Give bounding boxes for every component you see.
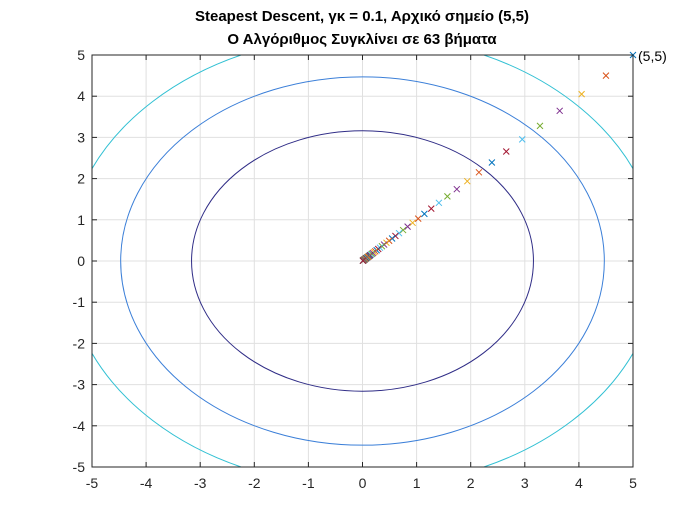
marker-stroke <box>427 205 435 212</box>
axis-ticks: -5 -4 -3 -2 -1 0 1 2 3 4 5 -5 -4 -3 -2 -1 0 1 2 3 4 5 <box>73 47 638 491</box>
x-tick-label: -1 <box>302 475 315 491</box>
marker-stroke <box>421 210 428 218</box>
marker-stroke <box>556 107 564 115</box>
x-tick-label: -5 <box>86 475 99 491</box>
iterate-marker <box>556 107 564 115</box>
marker-stroke <box>399 226 407 234</box>
x-tick-label: 0 <box>359 475 367 491</box>
marker-stroke <box>502 148 510 155</box>
chart-subtitle: Ο Αλγόριθμος Συγκλίνει σε 63 βήματα <box>227 31 497 48</box>
iterate-marker <box>453 185 461 193</box>
y-tick-label: 2 <box>77 171 85 187</box>
marker-stroke <box>536 122 544 130</box>
iterate-marker <box>475 168 483 176</box>
iterate-marker <box>359 257 367 265</box>
marker-stroke <box>435 199 443 207</box>
iterate-marker <box>399 226 407 234</box>
iterate-marker <box>463 177 471 185</box>
iterate-marker <box>444 193 451 200</box>
iterate-marker <box>602 72 610 79</box>
marker-stroke <box>602 72 610 79</box>
y-tick-label: -4 <box>73 418 86 434</box>
iterate-marker <box>435 199 443 207</box>
marker-stroke <box>359 257 367 265</box>
iterate-marker <box>578 90 585 98</box>
marker-stroke <box>414 215 422 222</box>
contour-line <box>191 130 534 392</box>
y-tick-label: 5 <box>77 47 85 63</box>
iterate-marker <box>427 205 435 212</box>
y-tick-label: -3 <box>73 377 86 393</box>
marker-stroke <box>488 159 496 166</box>
iterate-marker <box>395 229 403 237</box>
iterate-marker <box>536 122 544 130</box>
marker-stroke <box>578 90 585 98</box>
iterate-marker <box>502 148 510 155</box>
marker-stroke <box>518 136 526 143</box>
iterate-marker <box>404 223 411 230</box>
contour-line <box>120 76 605 446</box>
y-tick-label: -1 <box>73 294 86 310</box>
x-tick-label: -2 <box>248 475 261 491</box>
iterate-marker <box>392 232 399 240</box>
marker-stroke <box>409 219 416 227</box>
iterate-marker <box>421 210 428 218</box>
x-tick-label: 1 <box>413 475 421 491</box>
start-point-annotation: (5,5) <box>638 48 667 64</box>
y-tick-label: 4 <box>77 88 85 104</box>
x-tick-label: -3 <box>194 475 207 491</box>
x-tick-label: 3 <box>521 475 529 491</box>
iterate-markers <box>359 51 637 265</box>
marker-stroke <box>392 232 399 240</box>
y-tick-label: -5 <box>73 459 86 475</box>
iterate-marker <box>488 159 496 166</box>
y-tick-label: 3 <box>77 129 85 145</box>
y-tick-label: -2 <box>73 335 86 351</box>
marker-stroke <box>395 229 403 237</box>
x-tick-label: 5 <box>629 475 637 491</box>
marker-stroke <box>444 193 451 200</box>
iterate-marker <box>409 219 416 227</box>
iterate-marker <box>518 136 526 143</box>
marker-stroke <box>463 177 471 185</box>
y-tick-label: 1 <box>77 212 85 228</box>
marker-stroke <box>453 185 461 193</box>
x-tick-label: 2 <box>467 475 475 491</box>
x-tick-label: 4 <box>575 475 583 491</box>
x-tick-label: -4 <box>140 475 153 491</box>
chart-title: Steapest Descent, γκ = 0.1, Αρχικό σημεί… <box>195 8 529 25</box>
y-tick-label: 0 <box>77 253 85 269</box>
marker-stroke <box>404 223 411 230</box>
marker-stroke <box>475 168 483 176</box>
iterate-marker <box>414 215 422 222</box>
